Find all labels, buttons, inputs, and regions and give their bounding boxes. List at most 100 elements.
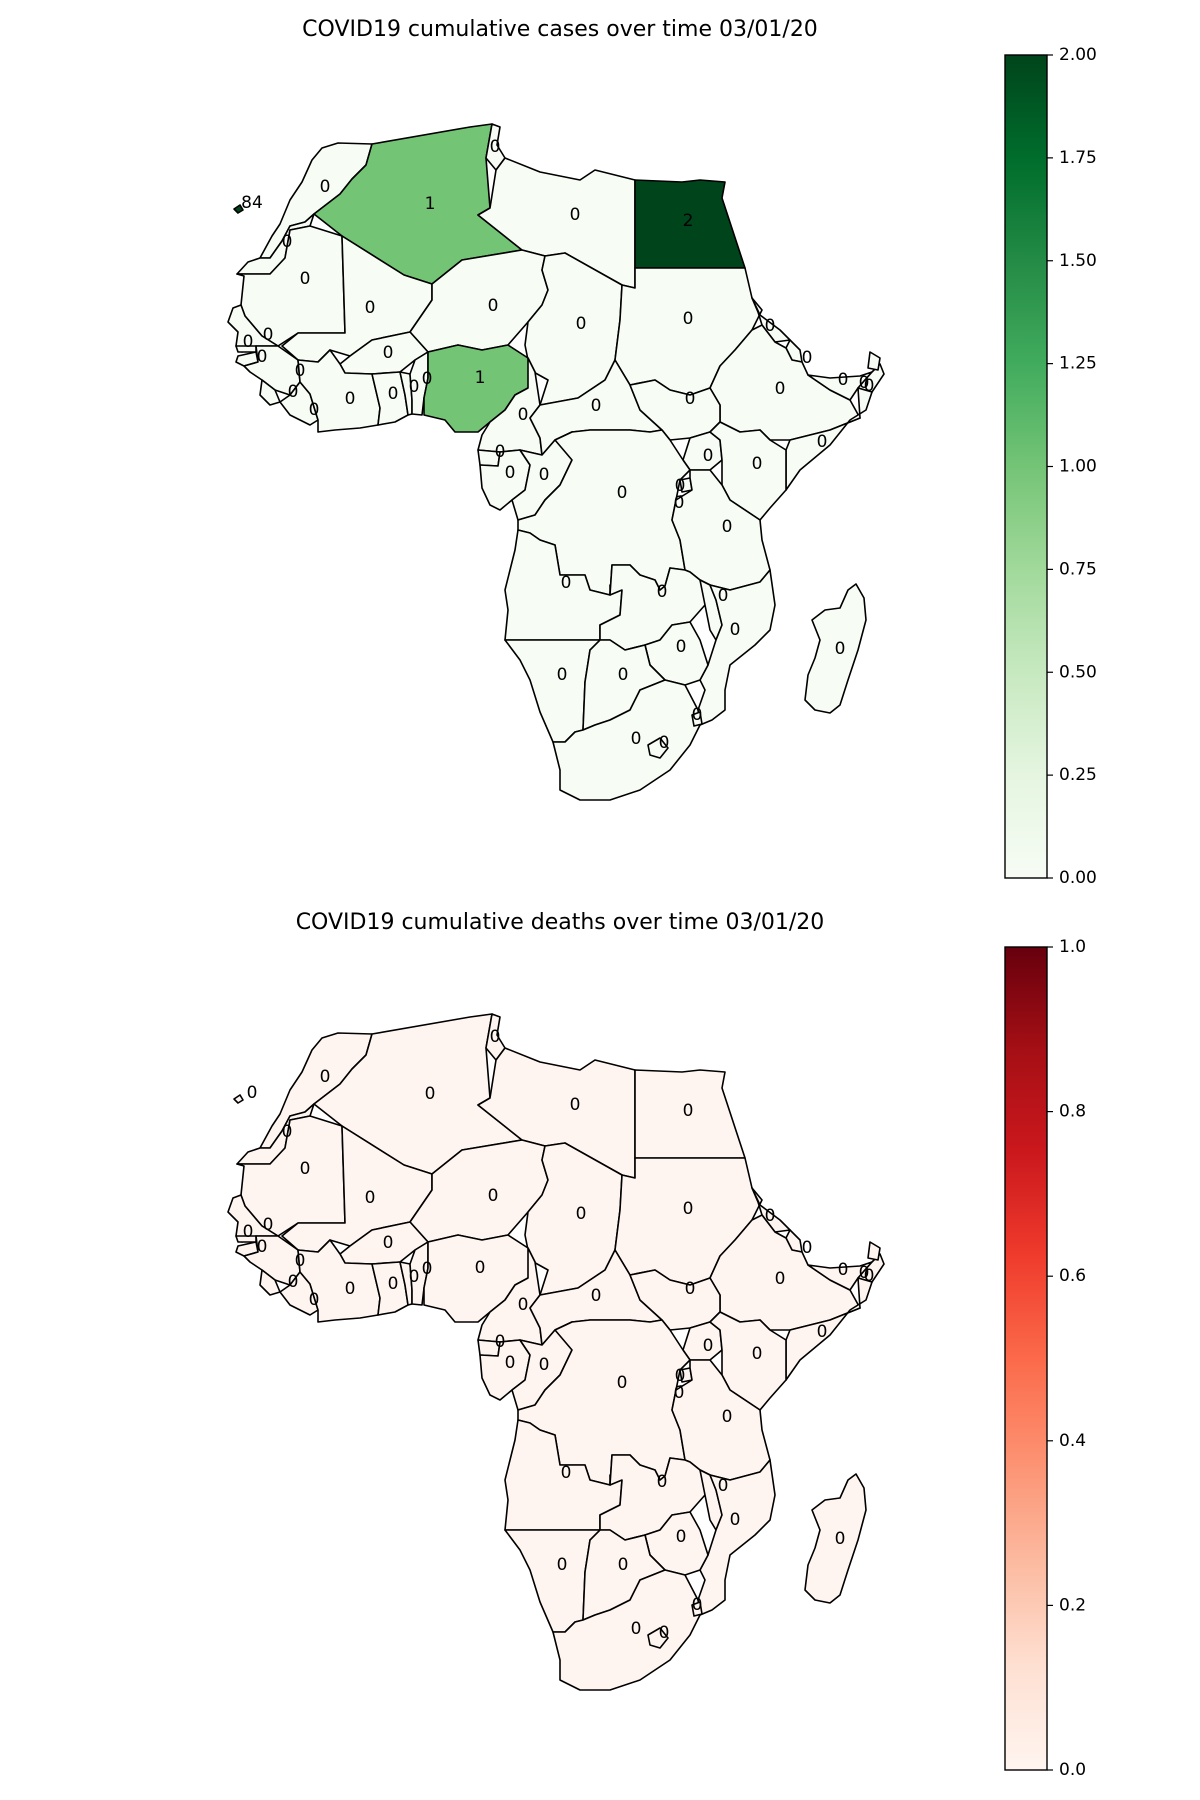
value-label-ghana: 0 [388,1274,399,1294]
country-madagascar [804,583,867,714]
value-label-angola: 0 [561,1463,572,1483]
value-label-drc: 0 [617,483,628,503]
value-label-ghana: 0 [388,384,399,404]
value-label-mauritania: 0 [300,1159,311,1179]
value-label-liberia: 0 [309,400,320,420]
value-label-sudan: 0 [683,309,694,329]
value-label-senegal: 0 [243,332,254,352]
country-eritrea [751,1187,791,1233]
value-label-chad: 0 [576,1204,587,1224]
value-label-madagascar: 0 [835,639,846,659]
value-label-togo: 0 [409,1267,420,1287]
value-label-tunisia: 0 [490,137,501,157]
country-kenya [709,1311,787,1411]
value-label-gambia: 0 [263,325,274,345]
value-label-namibia: 0 [557,665,568,685]
cases-colorbar-tick-label: 0.50 [1059,662,1097,682]
value-label-mozambique: 0 [730,620,741,640]
value-label-western-sahara: 0 [282,232,293,252]
value-label-angola: 0 [561,573,572,593]
value-label-congo: 0 [539,1355,550,1375]
value-label-guinea: 0 [295,361,306,381]
country-somalia [785,1277,873,1381]
value-label-benin: 0 [422,1259,433,1279]
deaths-map [227,1013,885,1691]
value-label-car: 0 [591,1286,602,1306]
cases-colorbar-tick-label: 1.50 [1059,251,1097,271]
value-label-madagascar: 0 [835,1529,846,1549]
value-label-ivory-coast: 0 [345,389,356,409]
value-label-tunisia: 0 [490,1027,501,1047]
cases-colorbar-tick-label: 1.75 [1059,148,1097,168]
value-label-morocco: 0 [320,1067,331,1087]
value-label-mauritania: 0 [300,269,311,289]
country-ivory-coast [297,349,381,433]
value-label-rwanda: 0 [675,476,686,496]
country-lesotho [647,737,669,759]
country-lesotho [647,1627,669,1649]
value-label-zambia: 0 [657,1472,668,1492]
deaths-colorbar-tick-label: 1.0 [1059,937,1086,957]
value-label-mali: 0 [365,298,376,318]
country-mozambique [697,569,776,726]
value-label-libya: 0 [570,205,581,225]
value-label-chad: 0 [576,314,587,334]
value-label-tanzania: 0 [722,517,733,537]
country-mozambique [697,1459,776,1616]
country-extra-east [867,351,881,371]
value-label-cameroon: 0 [518,1295,529,1315]
cases-map [227,123,885,801]
value-label-egypt: 2 [683,211,694,231]
deaths-colorbar-tick-label: 0.8 [1059,1102,1086,1122]
value-label-libya: 0 [570,1095,581,1115]
cases-colorbar-tick-label: 0.00 [1059,868,1097,888]
value-label-cape-verde: 84 [241,193,263,213]
country-south-africa [552,1569,701,1691]
deaths-map-title: COVID19 cumulative deaths over time 03/0… [296,910,825,935]
value-label-zimbabwe: 0 [676,1527,687,1547]
value-label-uganda: 0 [703,1336,714,1356]
value-label-malawi: 0 [718,586,729,606]
country-madagascar [804,1473,867,1604]
value-label-botswana: 0 [618,665,629,685]
value-label-south-africa: 0 [631,729,642,749]
deaths-map-panel: COVID19 cumulative deaths over time 03/0… [227,910,1086,1780]
value-label-benin: 0 [422,369,433,389]
country-eswatini [691,711,703,727]
country-ivory-coast [297,1239,381,1323]
value-label-botswana: 0 [618,1555,629,1575]
deaths-colorbar-tick-label: 0.6 [1059,1266,1086,1286]
value-label-somaliland: 0 [838,370,849,390]
value-label-congo: 0 [539,465,550,485]
deaths-colorbar-gradient [1005,947,1047,1770]
value-label-eswatini: 0 [692,1595,703,1615]
value-label-south-africa: 0 [631,1619,642,1639]
value-label-cape-verde: 0 [247,1083,258,1103]
value-label-togo: 0 [409,377,420,397]
value-label-mozambique: 0 [730,1510,741,1530]
value-label-extra-east: 0 [859,373,870,393]
value-label-egypt: 0 [683,1101,694,1121]
country-eswatini [691,1601,703,1617]
value-label-eritrea: 0 [765,1206,776,1226]
value-label-zambia: 0 [657,582,668,602]
value-label-drc: 0 [617,1373,628,1393]
value-label-nigeria: 1 [475,368,486,388]
value-label-ethiopia: 0 [775,1269,786,1289]
deaths-colorbar: 0.0 0.2 0.4 0.6 0.8 1.0 [1004,937,1086,1780]
value-label-burundi: 0 [674,1383,685,1403]
value-label-somalia: 0 [817,1322,828,1342]
country-sierra-leone [259,379,281,406]
value-label-nigeria: 0 [475,1258,486,1278]
value-label-guinea-bissau: 0 [257,1237,268,1257]
value-label-senegal: 0 [243,1222,254,1242]
country-sierra-leone [259,1269,281,1296]
cases-colorbar-tick-label: 1.00 [1059,457,1097,477]
value-label-cameroon: 0 [518,405,529,425]
value-label-south-sudan: 0 [685,1279,696,1299]
value-label-gambia: 0 [263,1215,274,1235]
value-label-south-sudan: 0 [685,389,696,409]
value-label-eq-guinea: 0 [495,1332,506,1352]
deaths-colorbar-tick-label: 0.2 [1059,1595,1086,1615]
